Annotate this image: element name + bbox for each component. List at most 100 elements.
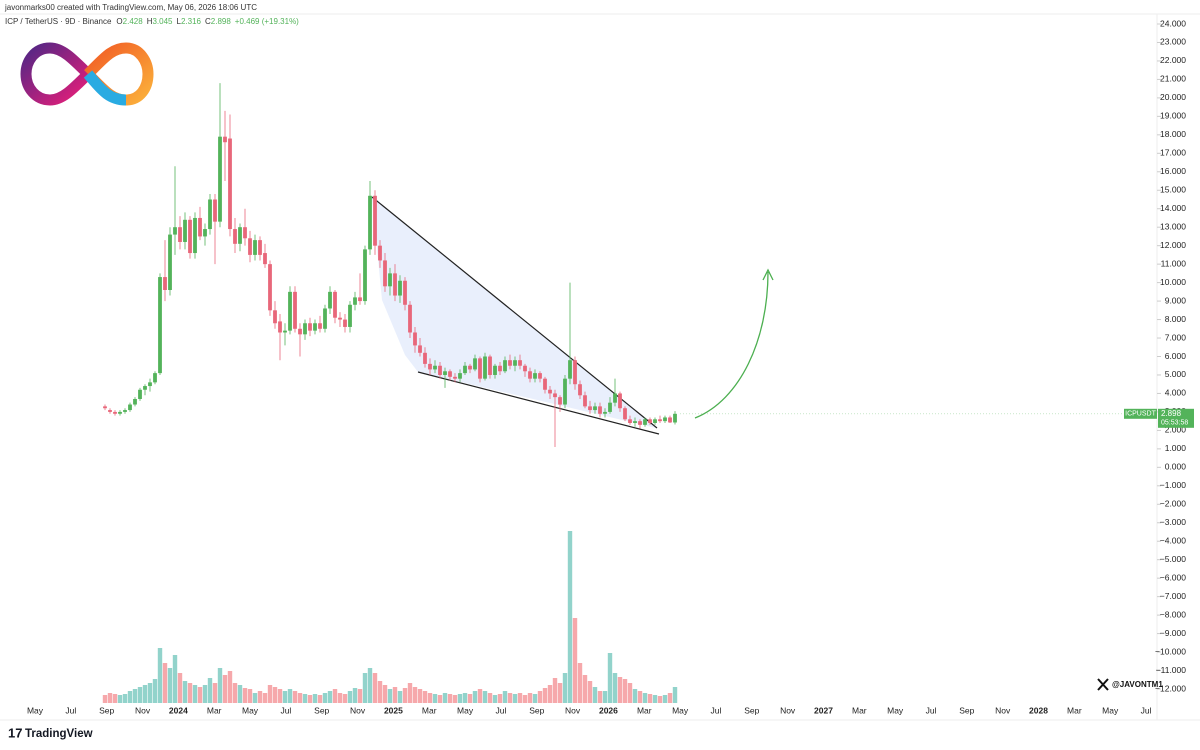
- arrow-head: [762, 268, 774, 281]
- ohlc-letter: O: [116, 17, 122, 26]
- volume-bar: [412, 687, 418, 703]
- candle-body: [453, 376, 457, 379]
- y-tick-label: 1.000: [1165, 443, 1187, 453]
- candle-body: [273, 310, 277, 324]
- candle-body: [113, 411, 117, 414]
- candle-body: [493, 365, 497, 375]
- candle-body: [373, 195, 377, 246]
- x-tick-label: Sep: [529, 705, 544, 715]
- candle-body: [473, 358, 477, 370]
- volume-bar: [232, 683, 238, 703]
- candle-body: [458, 373, 462, 379]
- volume-bar: [487, 693, 493, 703]
- symbol-tag-box: [1124, 408, 1157, 419]
- candle-body: [418, 345, 422, 353]
- candle-body: [588, 406, 592, 411]
- x-tick-label: Mar: [852, 705, 867, 715]
- volume-bar: [507, 693, 513, 703]
- x-tick-label: May: [887, 705, 904, 715]
- volume-bar: [632, 689, 638, 703]
- volume-bar: [662, 695, 668, 703]
- volume-bar: [207, 678, 213, 703]
- volume-bar: [147, 683, 153, 703]
- volume-bar: [552, 678, 558, 703]
- candle-body: [138, 389, 142, 399]
- volume-bar: [177, 673, 183, 703]
- x-tick-label: Sep: [99, 705, 114, 715]
- candle-body: [568, 360, 572, 379]
- volume-bar: [587, 681, 593, 703]
- volume-bar: [327, 691, 333, 703]
- volume-bar: [652, 695, 658, 703]
- ohlc-value: 3.045: [152, 17, 173, 26]
- candle-body: [178, 227, 182, 242]
- candle-body: [173, 227, 177, 235]
- volume-bar: [142, 685, 148, 703]
- x-tick-label: May: [27, 705, 44, 715]
- x-tick-label: Mar: [1067, 705, 1082, 715]
- candle-body: [268, 264, 272, 311]
- candle-body: [528, 371, 532, 379]
- y-tick-label: 15.000: [1160, 185, 1186, 195]
- volume-bar: [457, 694, 463, 703]
- x-tick-label: Jul: [711, 705, 722, 715]
- volume-bar: [472, 691, 478, 703]
- volume-bar: [372, 673, 378, 703]
- volume-bar: [432, 694, 438, 703]
- candle-body: [278, 321, 282, 333]
- volume-bar: [182, 681, 188, 703]
- ohlc-legend: O 2.428 H 3.045 L 2.316 C 2.898 +0.469 (+19.31%): [116, 17, 299, 26]
- ohlc-letter: H: [147, 17, 153, 26]
- x-tick-label: Nov: [135, 705, 151, 715]
- volume-bar: [602, 691, 608, 703]
- volume-bar: [622, 679, 628, 703]
- x-tick-label: Mar: [637, 705, 652, 715]
- wedge-lower: [417, 371, 660, 435]
- volume-bar: [277, 689, 283, 703]
- candle-body: [193, 217, 197, 254]
- header-text: javonmarks00 created with TradingView.co…: [4, 3, 257, 12]
- volume-bar: [667, 693, 673, 703]
- price-tag: 2.898: [1161, 409, 1182, 418]
- candle-body: [238, 227, 242, 244]
- candle-body: [543, 378, 547, 390]
- brand-name: TradingView: [25, 728, 93, 740]
- volume-bar: [482, 691, 488, 703]
- price-tag-box: [1158, 408, 1194, 428]
- volume-bar: [172, 655, 178, 703]
- candle-body: [603, 411, 607, 414]
- candle-body: [188, 219, 192, 254]
- volume-bar: [537, 691, 543, 703]
- volume-bar: [377, 681, 383, 703]
- x-tick-label: Sep: [959, 705, 974, 715]
- volume-bar: [562, 673, 568, 703]
- y-tick-label: −4.000: [1160, 535, 1187, 545]
- symbol-tag: ICPUSDT: [1125, 411, 1156, 418]
- volume-bar: [567, 531, 573, 703]
- volume-bar: [112, 694, 118, 703]
- candle-body: [198, 217, 202, 237]
- volume-bar: [227, 671, 233, 703]
- countdown: 05:53:58: [1161, 420, 1188, 427]
- candle-body: [653, 419, 657, 423]
- y-tick-label: 14.000: [1160, 203, 1186, 213]
- x-tick-label: Sep: [314, 705, 329, 715]
- candle-body: [293, 291, 297, 329]
- y-tick-label: 2.000: [1165, 425, 1187, 435]
- candle-body: [303, 323, 307, 335]
- candle-body: [468, 365, 472, 370]
- forecast-arrow: [694, 271, 769, 419]
- candle-body: [208, 199, 212, 230]
- volume-bar: [582, 675, 588, 703]
- y-tick-label: 11.000: [1161, 258, 1187, 268]
- x-tick-label: 2025: [384, 705, 403, 715]
- volume-bar: [362, 673, 368, 703]
- candle-body: [218, 136, 222, 222]
- volume-bar: [617, 677, 623, 703]
- candle-body: [168, 234, 172, 290]
- volume-bar: [242, 688, 248, 703]
- candle-body: [133, 398, 137, 405]
- candle-body: [258, 240, 262, 255]
